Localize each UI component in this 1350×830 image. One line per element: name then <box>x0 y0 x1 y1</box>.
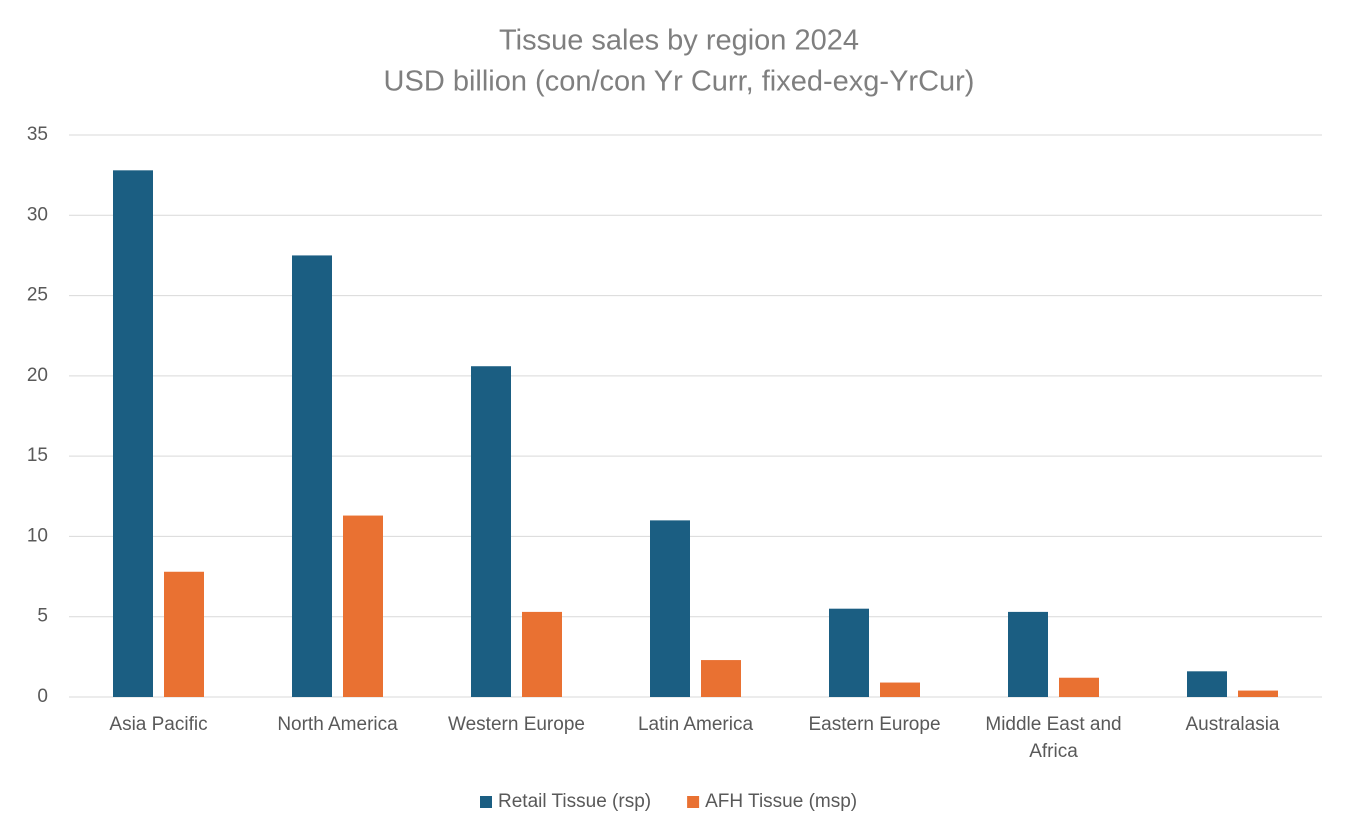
x-tick-label: Australasia <box>1185 714 1280 735</box>
x-tick-label: Latin America <box>637 714 754 735</box>
bar <box>1187 671 1227 697</box>
chart-title: Tissue sales by region 2024 <box>499 25 859 57</box>
y-tick-label: 5 <box>37 606 48 627</box>
x-tick-label: Western Europe <box>448 714 585 735</box>
legend-swatch <box>480 796 492 808</box>
legend-label: Retail Tissue (rsp) <box>498 791 651 812</box>
chart-subtitle: USD billion (con/con Yr Curr, fixed-exg-… <box>384 66 975 98</box>
bar <box>113 170 153 698</box>
bar <box>1059 677 1099 697</box>
bar <box>650 520 690 697</box>
x-tick-label: Eastern Europe <box>808 714 941 735</box>
bar <box>1238 690 1278 697</box>
y-tick-label: 15 <box>27 445 48 466</box>
legend-label: AFH Tissue (msp) <box>705 791 857 812</box>
bar <box>522 611 562 697</box>
bar <box>164 571 204 697</box>
bar <box>471 366 511 697</box>
y-tick-label: 35 <box>27 124 48 145</box>
x-tick-label: Middle East and Africa <box>985 714 1122 762</box>
bar <box>343 515 383 697</box>
y-tick-label: 30 <box>27 204 48 225</box>
y-tick-label: 10 <box>27 525 48 546</box>
bar <box>880 682 920 697</box>
y-tick-label: 20 <box>27 365 48 386</box>
bar <box>1008 611 1048 697</box>
bar <box>829 608 869 697</box>
y-tick-label: 25 <box>27 285 48 306</box>
bar <box>292 255 332 697</box>
x-tick-label: North America <box>277 714 398 735</box>
x-tick-label: Asia Pacific <box>109 714 208 735</box>
bar <box>701 660 741 697</box>
y-tick-label: 0 <box>37 686 48 707</box>
legend-swatch <box>687 796 700 808</box>
